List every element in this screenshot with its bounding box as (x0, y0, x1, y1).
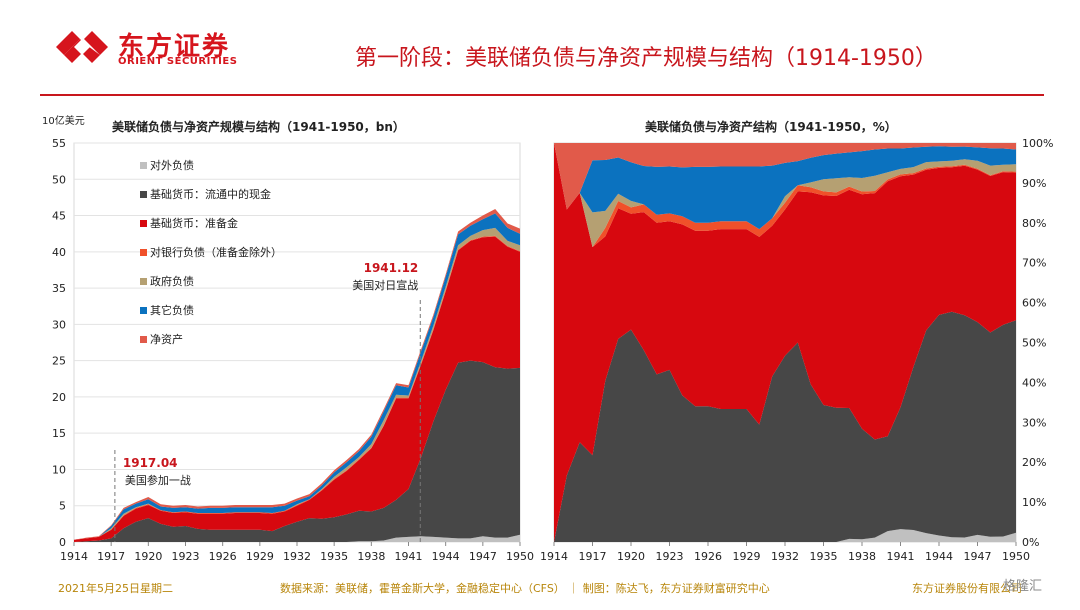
left-y-tick-label: 10 (52, 463, 66, 476)
legend-label: 基础货币：准备金 (150, 216, 238, 230)
right-x-tick-label: 1947 (964, 550, 992, 563)
left-chart-title: 美联储负债与净资产规模与结构（1941-1950，bn） (112, 120, 405, 134)
footer-date: 2021年5月25日星期二 (58, 582, 173, 595)
left-x-tick-label: 1947 (469, 550, 497, 563)
right-x-tick-label: 1917 (579, 550, 607, 563)
brand-name-cn: 东方证券 (118, 32, 231, 62)
slide-title: 第一阶段：美联储负债与净资产规模与结构（1914-1950） (355, 46, 937, 71)
right-x-tick-label: 1950 (1002, 550, 1030, 563)
right-x-tick-label: 1938 (848, 550, 876, 563)
left-y-tick-label: 25 (52, 355, 66, 368)
right-x-tick-label: 1914 (540, 550, 568, 563)
left-y-tick-label: 40 (52, 246, 66, 259)
left-x-tick-label: 1944 (432, 550, 460, 563)
legend-swatch (140, 162, 147, 169)
left-x-tick-label: 1917 (97, 550, 125, 563)
right-y-tick-label: 80% (1022, 217, 1046, 230)
right-y-tick-label: 70% (1022, 257, 1046, 270)
brand-name-en: ORIENT SECURITIES (118, 56, 238, 67)
right-x-tick-label: 1932 (771, 550, 799, 563)
right-y-tick-label: 90% (1022, 177, 1046, 190)
right-x-tick-label: 1920 (617, 550, 645, 563)
right-y-tick-label: 20% (1022, 456, 1046, 469)
left-x-tick-label: 1920 (134, 550, 162, 563)
footer-company: 东方证券股份有限公司 (912, 582, 1022, 595)
right-y-tick-label: 40% (1022, 376, 1046, 389)
right-area-series-0 (554, 529, 1016, 542)
right-x-tick-label: 1923 (656, 550, 684, 563)
annotation-text: 美国参加一战 (125, 473, 191, 487)
left-y-tick-label: 0 (59, 536, 66, 549)
right-x-tick-label: 1929 (733, 550, 761, 563)
right-y-tick-label: 30% (1022, 416, 1046, 429)
left-area-series-1 (74, 360, 520, 542)
right-area-series-3 (554, 143, 1016, 248)
left-area-series-2 (74, 236, 520, 542)
footer-source: 数据来源：美联储，霍普金斯大学，金融稳定中心（CFS） ｜ 制图：陈达飞，东方证… (280, 582, 770, 595)
left-x-tick-label: 1914 (60, 550, 88, 563)
left-y-tick-label: 45 (52, 210, 66, 223)
right-y-tick-label: 0% (1022, 536, 1039, 549)
left-x-tick-label: 1932 (283, 550, 311, 563)
legend-swatch (140, 249, 147, 256)
orient-securities-logo (56, 31, 108, 63)
legend-swatch (140, 336, 147, 343)
legend-label: 净资产 (150, 332, 183, 346)
right-x-tick-label: 1944 (925, 550, 953, 563)
left-y-tick-label: 20 (52, 391, 66, 404)
left-y-tick-label: 15 (52, 427, 66, 440)
title-divider (40, 94, 1044, 96)
right-area-series-2 (554, 143, 1016, 542)
left-x-tick-label: 1941 (395, 550, 423, 563)
annotation-date: 1941.12 (364, 261, 419, 275)
legend-swatch (140, 191, 147, 198)
right-area-series-1 (554, 311, 1016, 542)
right-area-series-5 (554, 143, 1016, 230)
watermark: 格隆汇 (1003, 579, 1043, 594)
right-y-tick-label: 60% (1022, 297, 1046, 310)
right-y-tick-label: 50% (1022, 337, 1046, 350)
left-x-tick-label: 1923 (172, 550, 200, 563)
right-x-tick-label: 1935 (810, 550, 838, 563)
right-chart: 0% 10% 20% 30% 40% 50% 60% 70% 80% 90% 100% 1914 191… (540, 137, 1053, 563)
left-y-tick-label: 35 (52, 282, 66, 295)
left-chart-ylabel: 10亿美元 (42, 116, 85, 127)
left-x-tick-label: 1950 (506, 550, 534, 563)
right-y-tick-label: 100% (1022, 137, 1053, 150)
left-y-tick-label: 50 (52, 173, 66, 186)
legend-swatch (140, 307, 147, 314)
left-x-tick-label: 1929 (246, 550, 274, 563)
right-chart-title: 美联储负债与净资产结构（1941-1950，%） (645, 120, 897, 134)
left-y-tick-label: 30 (52, 318, 66, 331)
legend-label: 基础货币：流通中的现金 (150, 187, 271, 201)
legend-label: 对外负债 (150, 158, 194, 172)
left-x-tick-label: 1938 (357, 550, 385, 563)
legend-swatch (140, 220, 147, 227)
right-x-tick-label: 1926 (694, 550, 722, 563)
annotation-date: 1917.04 (123, 456, 178, 470)
left-y-tick-label: 55 (52, 137, 66, 150)
right-area-series-4 (554, 143, 1016, 248)
legend-label: 政府负债 (150, 274, 194, 288)
annotation-text: 美国对日宣战 (352, 278, 418, 292)
left-x-tick-label: 1935 (320, 550, 348, 563)
right-x-tick-label: 1941 (887, 550, 915, 563)
left-chart: 0 5 10 15 20 25 30 35 40 45 50 55 1914 1917 1920 1923 19… (52, 137, 534, 563)
right-y-tick-label: 10% (1022, 496, 1046, 509)
right-area-series-6 (554, 143, 1016, 210)
legend-label: 其它负债 (150, 303, 194, 317)
legend-label: 对银行负债（准备金除外） (150, 245, 282, 259)
left-x-tick-label: 1926 (209, 550, 237, 563)
left-area-series-0 (74, 534, 520, 542)
left-y-tick-label: 5 (59, 500, 66, 513)
legend-swatch (140, 278, 147, 285)
